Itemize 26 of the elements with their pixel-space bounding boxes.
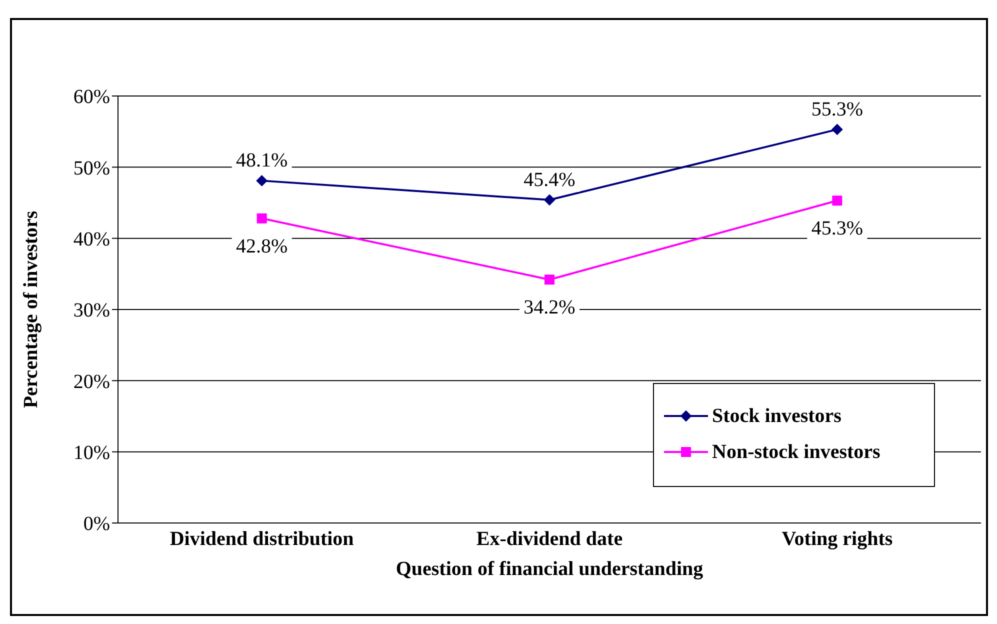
x-tick-label: Voting rights (782, 528, 893, 550)
data-label: 55.3% (811, 98, 864, 120)
y-tick-label: 60% (73, 86, 110, 108)
y-tick-label: 10% (73, 442, 110, 464)
data-label: 42.8% (236, 235, 288, 258)
point (544, 274, 554, 285)
point (544, 194, 555, 206)
legend-label: Stock investors (712, 404, 842, 428)
y-tick-label: 20% (73, 370, 110, 393)
data-label: 48.1% (236, 150, 288, 172)
y-tick-label: 0% (83, 513, 110, 536)
x-axis-title: Question of financial understanding (396, 558, 704, 580)
x-tick-label: Dividend distribution (170, 528, 354, 550)
data-label: 45.3% (811, 218, 864, 240)
point (832, 196, 842, 206)
point (256, 175, 268, 186)
y-axis-title: Percentage of investors (20, 210, 42, 408)
y-tick-label: 50% (73, 157, 110, 180)
point (832, 124, 843, 135)
y-tick-label: 30% (73, 300, 110, 322)
data-label: 45.4% (524, 168, 576, 191)
x-tick-label: Ex-dividend date (476, 528, 623, 550)
point (256, 213, 267, 224)
legend-label: Non-stock investors (712, 440, 880, 464)
data-label: 34.2% (524, 296, 576, 319)
y-tick-label: 40% (73, 228, 110, 250)
